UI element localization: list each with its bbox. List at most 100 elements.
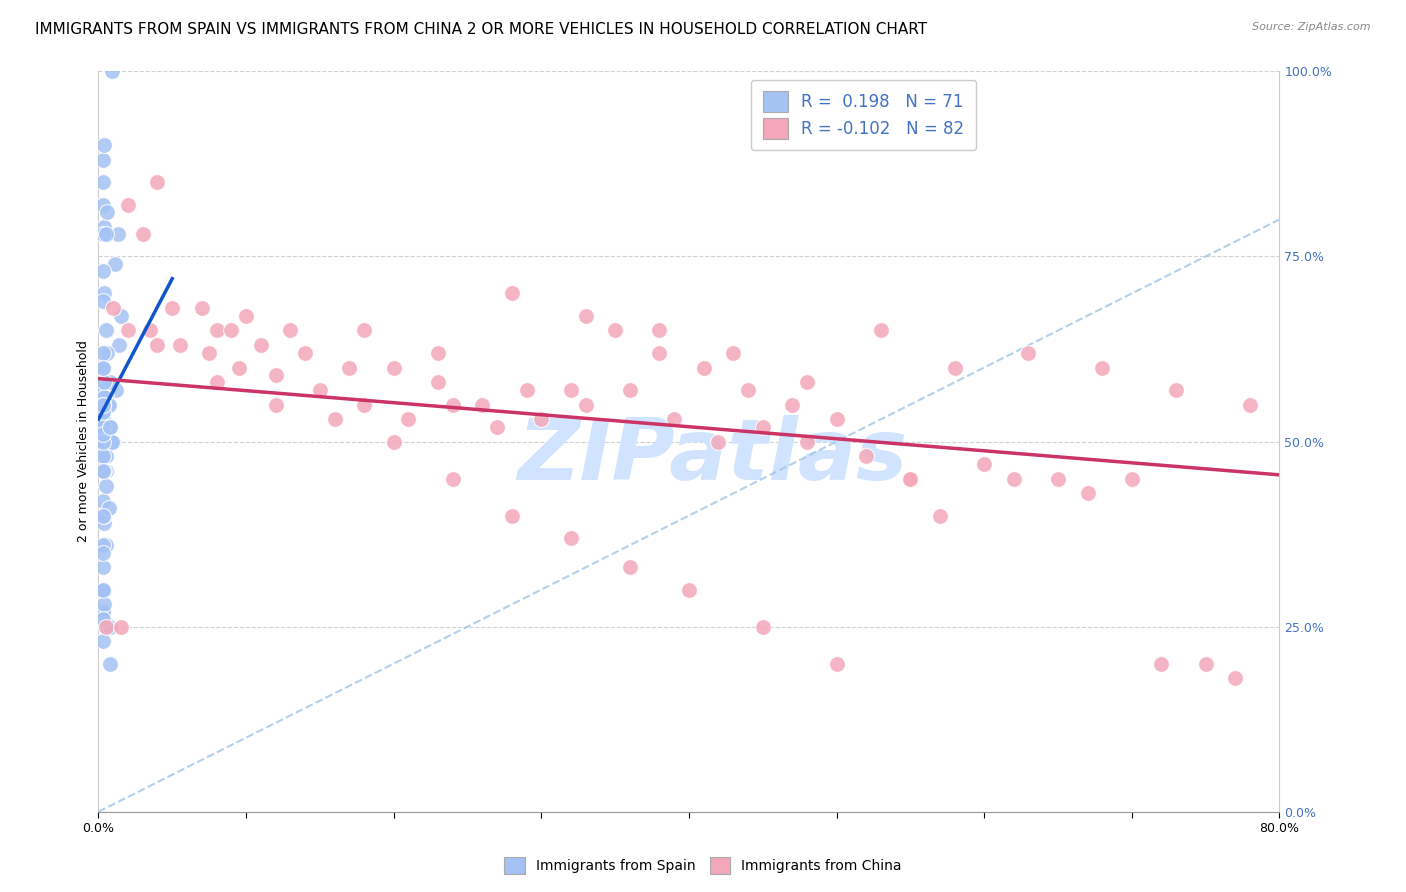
Point	[1166, 383, 1188, 397]
Point	[104, 257, 127, 271]
Point	[98, 619, 121, 633]
Point	[93, 450, 115, 464]
Point	[100, 434, 122, 449]
Point	[105, 383, 128, 397]
Point	[91, 360, 114, 375]
Point	[93, 582, 115, 597]
Point	[648, 345, 671, 359]
Point	[294, 345, 316, 359]
Point	[441, 398, 464, 412]
Point	[103, 434, 125, 449]
Point	[108, 338, 131, 352]
Point	[91, 538, 114, 552]
Point	[91, 605, 114, 619]
Point	[619, 560, 641, 574]
Point	[94, 619, 117, 633]
Point	[91, 434, 114, 449]
Point	[264, 398, 287, 412]
Point	[91, 634, 114, 648]
Point	[117, 324, 139, 338]
Point	[169, 338, 191, 352]
Point	[91, 383, 114, 397]
Point	[110, 619, 132, 633]
Point	[107, 227, 129, 242]
Point	[93, 219, 115, 234]
Point	[264, 368, 287, 382]
Point	[205, 324, 228, 338]
Point	[146, 338, 169, 352]
Point	[91, 398, 114, 412]
Point	[353, 324, 375, 338]
Point	[560, 531, 582, 545]
Text: IMMIGRANTS FROM SPAIN VS IMMIGRANTS FROM CHINA 2 OR MORE VEHICLES IN HOUSEHOLD C: IMMIGRANTS FROM SPAIN VS IMMIGRANTS FROM…	[35, 22, 928, 37]
Point	[91, 427, 114, 442]
Y-axis label: 2 or more Vehicles in Household: 2 or more Vehicles in Household	[77, 341, 90, 542]
Point	[309, 383, 332, 397]
Point	[146, 175, 169, 190]
Legend: R =  0.198   N = 71, R = -0.102   N = 82: R = 0.198 N = 71, R = -0.102 N = 82	[751, 79, 976, 151]
Point	[382, 434, 405, 449]
Point	[486, 419, 509, 434]
Point	[250, 338, 273, 352]
Point	[91, 345, 114, 359]
Point	[501, 508, 523, 523]
Point	[1091, 360, 1114, 375]
Point	[97, 501, 120, 516]
Point	[1150, 657, 1173, 671]
Point	[678, 582, 700, 597]
Point	[943, 360, 966, 375]
Point	[93, 286, 115, 301]
Point	[427, 376, 450, 390]
Point	[91, 175, 114, 190]
Point	[575, 398, 598, 412]
Point	[93, 516, 115, 530]
Point	[737, 383, 759, 397]
Point	[605, 324, 627, 338]
Point	[91, 546, 114, 560]
Point	[117, 197, 139, 211]
Point	[98, 419, 121, 434]
Point	[796, 376, 818, 390]
Point	[93, 376, 115, 390]
Point	[900, 472, 922, 486]
Point	[516, 383, 538, 397]
Point	[94, 538, 117, 552]
Point	[280, 324, 302, 338]
Point	[93, 390, 115, 404]
Point	[139, 324, 162, 338]
Point	[1077, 486, 1099, 500]
Point	[91, 412, 114, 426]
Point	[93, 138, 115, 153]
Point	[560, 383, 582, 397]
Point	[825, 412, 848, 426]
Point	[382, 360, 405, 375]
Point	[530, 412, 553, 426]
Text: ZIPatlas: ZIPatlas	[517, 415, 908, 498]
Point	[93, 419, 115, 434]
Point	[96, 619, 118, 633]
Point	[103, 301, 125, 316]
Point	[1002, 472, 1025, 486]
Point	[398, 412, 420, 426]
Point	[1195, 657, 1218, 671]
Point	[91, 612, 114, 626]
Point	[501, 286, 523, 301]
Point	[191, 301, 214, 316]
Point	[619, 383, 641, 397]
Point	[91, 464, 114, 478]
Point	[162, 301, 183, 316]
Point	[723, 345, 745, 359]
Point	[96, 398, 118, 412]
Point	[664, 412, 686, 426]
Point	[221, 324, 243, 338]
Point	[94, 390, 117, 404]
Point	[91, 227, 114, 242]
Point	[228, 360, 250, 375]
Point	[752, 419, 775, 434]
Point	[427, 345, 450, 359]
Point	[94, 450, 117, 464]
Point	[91, 450, 114, 464]
Point	[648, 324, 671, 338]
Point	[91, 508, 114, 523]
Point	[94, 419, 117, 434]
